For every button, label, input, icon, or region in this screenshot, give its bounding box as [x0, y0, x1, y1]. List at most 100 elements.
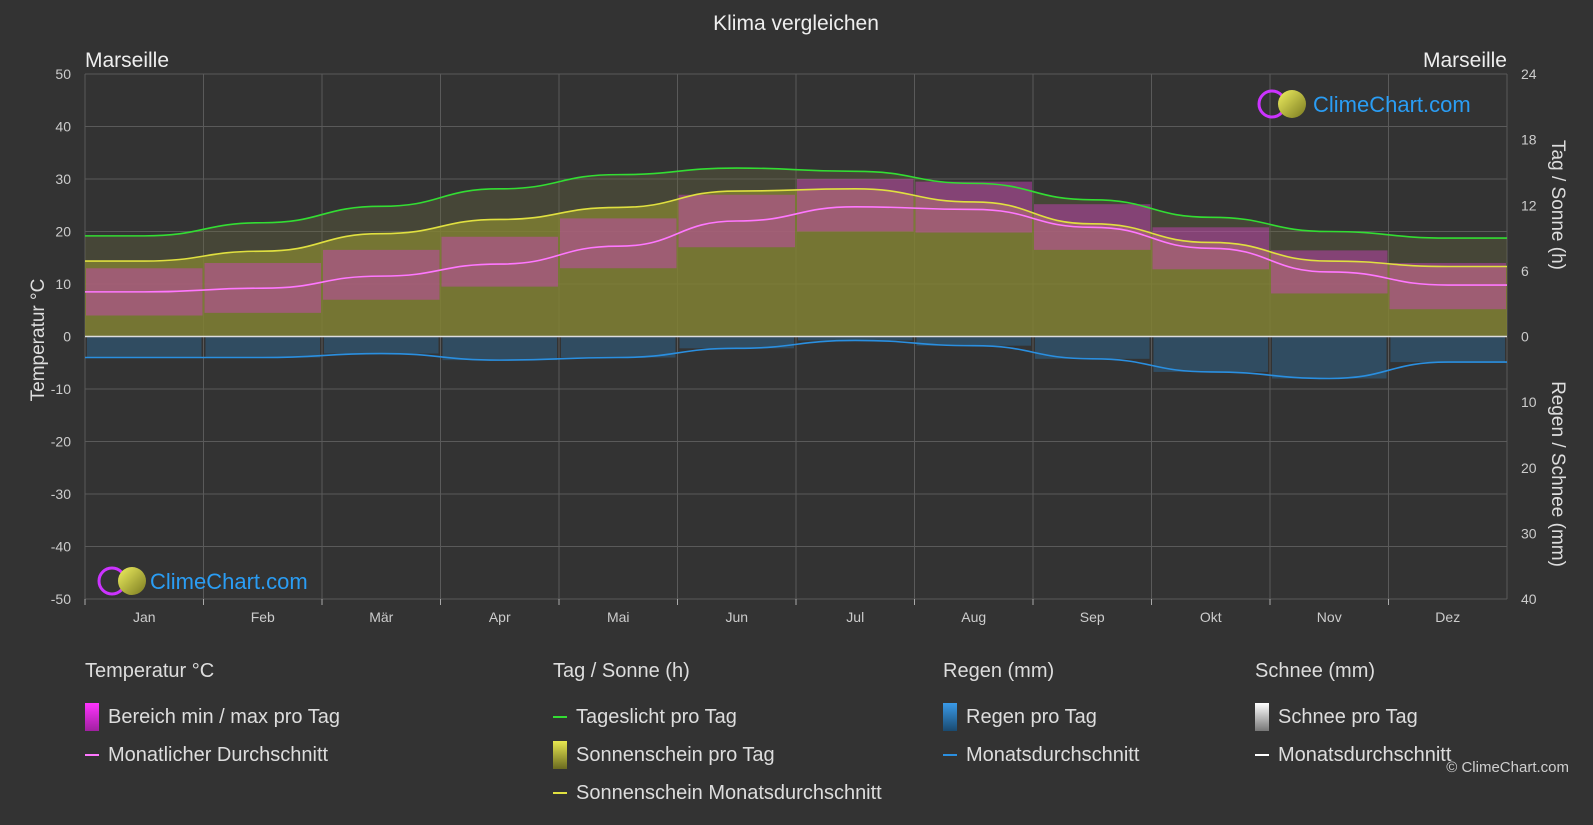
- daylight-area: [85, 168, 1507, 337]
- legend-item: Monatsdurchschnitt: [943, 736, 1139, 774]
- legend-item-label: Sonnenschein pro Tag: [576, 743, 775, 766]
- legend-group-snow: Schnee (mm) Schnee pro Tag Monatsdurchsc…: [1255, 660, 1451, 774]
- temp-range-bar: [1389, 263, 1506, 310]
- legend-title: Temperatur °C: [85, 660, 215, 682]
- right-bottom-tick-label: 10: [1521, 394, 1537, 410]
- legend-item-label: Monatsdurchschnitt: [1278, 743, 1452, 766]
- temp-range-swatch: [85, 703, 99, 731]
- rain-bar: [205, 336, 320, 358]
- legend-group-sun: Tag / Sonne (h) Tageslicht pro Tag Sonne…: [553, 660, 882, 812]
- temp-range-bar: [441, 236, 558, 287]
- left-axis-label: Temperatur °C: [28, 279, 49, 402]
- legend-item: Tageslicht pro Tag: [553, 698, 882, 736]
- x-tick-label: Jun: [725, 609, 748, 625]
- legend-title: Regen (mm): [943, 660, 1055, 682]
- legend-item: Schnee pro Tag: [1255, 698, 1451, 736]
- logo-bottom-text: ClimeChart.com: [150, 569, 308, 594]
- legend-item-label: Monatlicher Durchschnitt: [108, 743, 329, 766]
- left-tick-label: 50: [55, 66, 71, 82]
- rain-bar: [324, 336, 439, 354]
- rain-bar: [1153, 336, 1268, 372]
- rain-bar: [1272, 336, 1387, 379]
- x-tick-label: Mai: [607, 609, 630, 625]
- x-tick-label: Apr: [489, 609, 511, 625]
- sunshine-avg-line: [84, 188, 1507, 268]
- series-lines: [84, 167, 1507, 380]
- rain-bar: [442, 336, 557, 361]
- logo-top: ClimeChart.com: [1257, 89, 1471, 119]
- left-tick-label: 40: [55, 119, 71, 135]
- legend-group-rain: Regen (mm) Regen pro Tag Monatsdurchschn…: [943, 660, 1139, 774]
- left-tick-label: 0: [63, 329, 71, 345]
- rain-bar: [916, 336, 1031, 346]
- location-right: Marseille: [1423, 49, 1507, 72]
- right-top-tick-label: 6: [1521, 263, 1529, 279]
- right-top-tick-label: 0: [1521, 329, 1529, 345]
- rain-bar: [1035, 336, 1150, 359]
- rain-swatch: [943, 703, 957, 731]
- right-top-tick-label: 12: [1521, 197, 1537, 213]
- legend-item: Sonnenschein Monatsdurchschnitt: [553, 774, 882, 812]
- left-tick-label: 10: [55, 276, 71, 292]
- axis-ticks: 50 40 30 20 10 0 -10 -20 -30 -40 -50 24 18 12 6 0 10 20 30…: [51, 66, 1537, 625]
- left-tick-label: 30: [55, 171, 71, 187]
- x-tick-label: Aug: [961, 609, 986, 625]
- left-tick-label: 20: [55, 224, 71, 240]
- x-tick-label: Dez: [1435, 609, 1460, 625]
- logo-bottom: ClimeChart.com: [97, 566, 308, 596]
- right-bottom-tick-label: 40: [1521, 591, 1537, 607]
- legend-item-label: Bereich min / max pro Tag: [108, 705, 340, 728]
- temp-range-bar: [797, 179, 914, 232]
- rain-bar: [1390, 336, 1505, 363]
- left-tick-label: -50: [51, 591, 71, 607]
- legend-item-label: Monatsdurchschnitt: [966, 743, 1140, 766]
- temp-range-bar: [323, 249, 440, 300]
- location-left: Marseille: [85, 49, 169, 72]
- right-top-axis-label: Tag / Sonne (h): [1547, 140, 1568, 270]
- temp-avg-line: [84, 206, 1507, 293]
- daylight-line: [85, 167, 1507, 239]
- logo-sun-icon: [1278, 90, 1306, 118]
- temp-range-bar: [560, 218, 677, 269]
- rain-bar: [561, 336, 676, 358]
- left-tick-label: -30: [51, 486, 71, 502]
- legend-title: Schnee (mm): [1255, 660, 1376, 682]
- x-tick-label: Mär: [369, 609, 393, 625]
- right-top-tick-label: 18: [1521, 132, 1537, 148]
- chart-title: Klima vergleichen: [713, 12, 879, 35]
- logo-sun-icon: [118, 567, 146, 595]
- x-tick-label: Sep: [1080, 609, 1105, 625]
- right-top-tick-label: 24: [1521, 66, 1537, 82]
- sunshine-swatch: [553, 741, 567, 769]
- data-fills: [85, 168, 1507, 379]
- snow-avg-swatch: [1255, 754, 1269, 756]
- rain-bar: [87, 336, 202, 358]
- legend-item-label: Sonnenschein Monatsdurchschnitt: [576, 781, 882, 804]
- right-bottom-tick-label: 30: [1521, 525, 1537, 541]
- legend-item: Bereich min / max pro Tag: [85, 698, 340, 736]
- x-tick-label: Jan: [133, 609, 156, 625]
- left-tick-label: -40: [51, 539, 71, 555]
- climate-chart: Klima vergleichen Marseille Marseille 50…: [28, 12, 1568, 625]
- rain-avg-swatch: [943, 754, 957, 756]
- rain-avg-line: [85, 339, 1507, 380]
- legend-group-temperature: Temperatur °C Bereich min / max pro Tag …: [85, 660, 340, 774]
- left-tick-label: -10: [51, 381, 71, 397]
- legend-item: Monatlicher Durchschnitt: [85, 736, 340, 774]
- right-bottom-tick-label: 20: [1521, 460, 1537, 476]
- x-tick-label: Okt: [1200, 609, 1222, 625]
- right-bottom-axis-label: Regen / Schnee (mm): [1547, 381, 1568, 567]
- x-tick-label: Nov: [1317, 609, 1342, 625]
- legend-item-label: Schnee pro Tag: [1278, 705, 1418, 728]
- daylight-swatch: [553, 716, 567, 718]
- logo-top-text: ClimeChart.com: [1313, 92, 1471, 117]
- sunshine-avg-swatch: [553, 792, 567, 794]
- temp-avg-swatch: [85, 754, 99, 756]
- x-tick-label: Jul: [846, 609, 864, 625]
- legend-item-label: Tageslicht pro Tag: [576, 705, 737, 728]
- rain-bar: [798, 336, 913, 341]
- snow-swatch: [1255, 703, 1269, 731]
- left-tick-label: -20: [51, 434, 71, 450]
- rain-bar: [679, 336, 794, 349]
